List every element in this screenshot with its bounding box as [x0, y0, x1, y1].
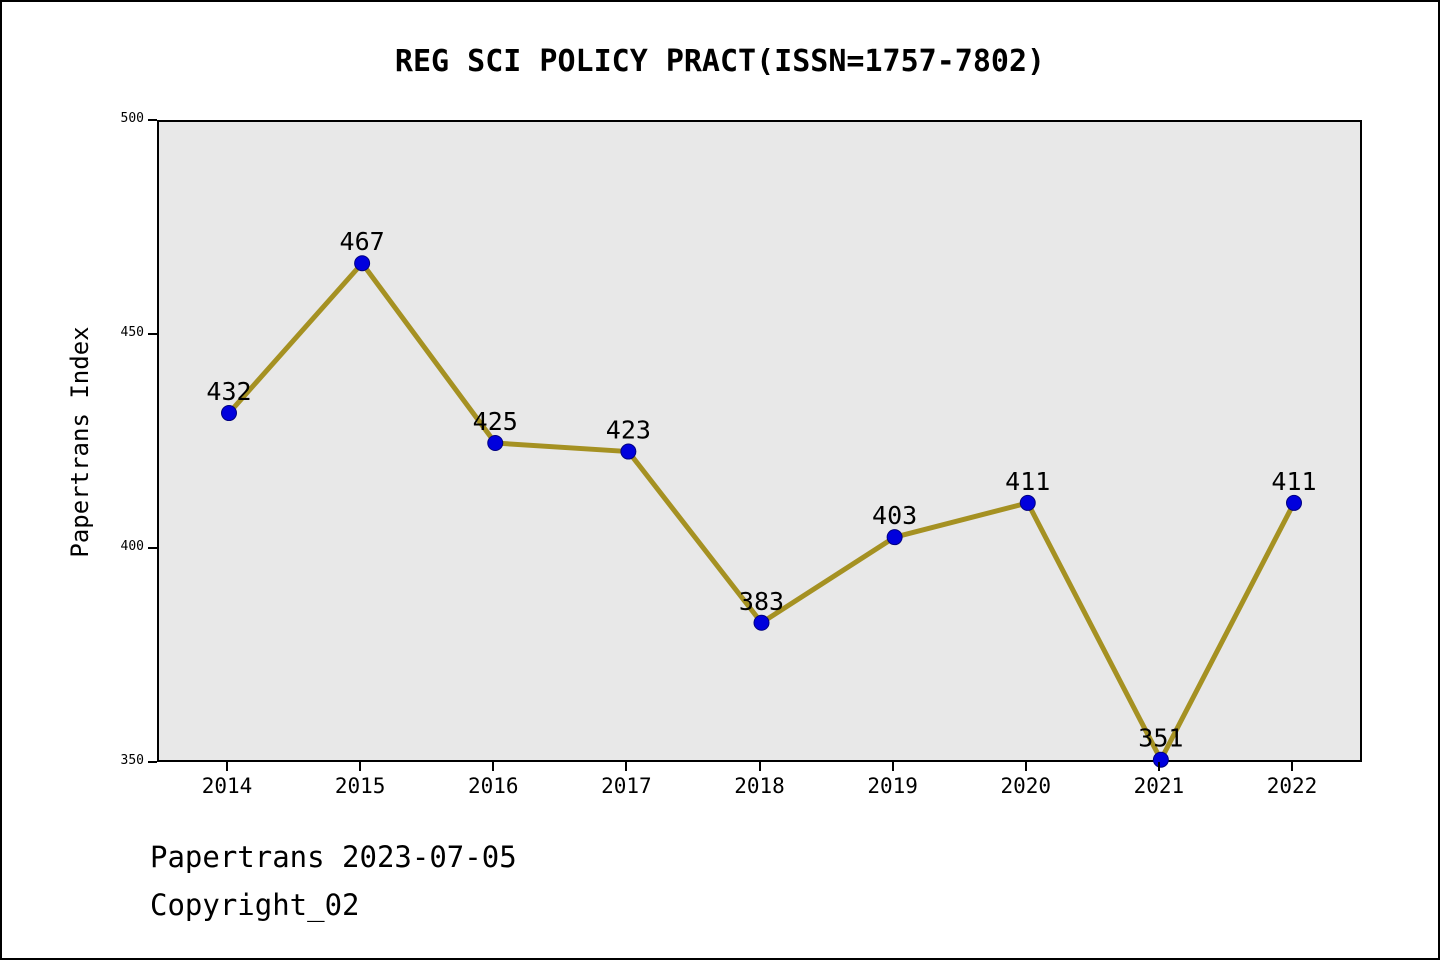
y-tick-mark	[148, 761, 157, 763]
data-point	[753, 614, 770, 631]
x-tick-label: 2022	[1266, 774, 1318, 798]
x-tick-mark	[226, 762, 228, 771]
y-tick-label: 400	[120, 539, 144, 554]
y-tick-mark	[148, 547, 157, 549]
data-point-label: 432	[206, 377, 251, 406]
y-tick-label: 450	[120, 325, 144, 340]
data-point-label: 411	[1005, 467, 1050, 496]
data-point-label: 425	[473, 407, 518, 436]
x-tick-label: 2021	[1133, 774, 1185, 798]
data-point-label: 411	[1271, 467, 1316, 496]
data-point	[1019, 494, 1036, 511]
data-point-label: 403	[872, 501, 917, 530]
x-tick-mark	[1157, 762, 1160, 771]
x-tick-mark	[758, 762, 761, 771]
footer-copyright: Copyright_02	[150, 888, 360, 922]
x-tick-label: 2020	[1000, 774, 1052, 798]
data-point	[487, 435, 504, 451]
x-tick-label: 2014	[201, 774, 253, 798]
y-tick-label: 500	[120, 111, 144, 126]
x-tick-label: 2018	[734, 774, 785, 798]
footer-date: Papertrans 2023-07-05	[150, 840, 517, 874]
y-tick-mark	[148, 119, 157, 121]
line-series	[227, 260, 1297, 763]
y-tick-label: 350	[120, 753, 144, 768]
plot-area: 432 467 425 423 383 403 411 351 411	[157, 120, 1362, 768]
data-point	[221, 405, 237, 422]
data-point-label: 383	[739, 587, 784, 616]
data-point	[886, 529, 903, 546]
data-point-label: 467	[340, 227, 385, 256]
chart-title: REG SCI POLICY PRACT(ISSN=1757-7802)	[394, 44, 1046, 79]
y-tick-mark	[148, 333, 157, 335]
x-tick-mark	[1024, 762, 1027, 771]
x-tick-mark	[625, 762, 628, 771]
x-tick-label: 2017	[601, 774, 652, 798]
data-point	[1286, 494, 1302, 511]
data-point-label: 423	[606, 416, 651, 445]
x-tick-mark	[891, 762, 894, 771]
data-point-label: 351	[1138, 724, 1183, 753]
x-tick-mark	[492, 762, 495, 771]
y-axis-label: Papertrans Index	[66, 326, 94, 558]
data-point	[354, 255, 371, 272]
x-tick-label: 2019	[867, 774, 918, 798]
data-point	[1152, 751, 1169, 768]
x-tick-label: 2015	[334, 774, 386, 798]
line-chart: 432 467 425 423 383 403 411 351 411	[206, 227, 1317, 768]
x-tick-mark	[359, 762, 362, 771]
data-point	[620, 443, 637, 460]
x-tick-mark	[1291, 762, 1293, 771]
x-tick-label: 2016	[467, 774, 519, 798]
